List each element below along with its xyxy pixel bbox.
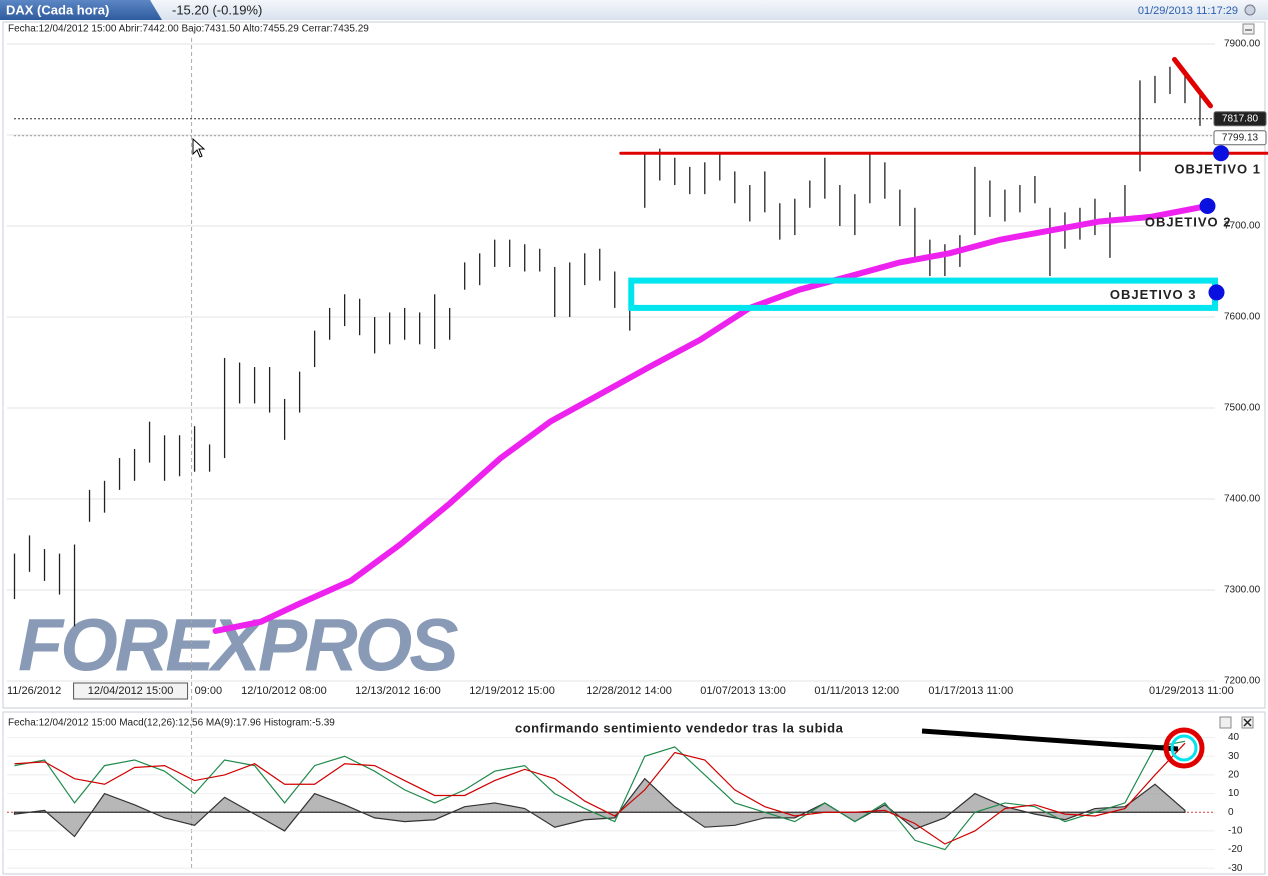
target-label: OBJETIVO 3 — [1110, 287, 1197, 302]
annotation-circle-inner — [1170, 734, 1198, 762]
settings-button[interactable] — [1244, 4, 1256, 16]
x-tick-label: 12/19/2012 15:00 — [469, 685, 555, 697]
x-tick-label: 12/28/2012 14:00 — [586, 685, 672, 697]
y-tick-label: 40 — [1228, 732, 1240, 743]
y-tick-label: -20 — [1228, 844, 1243, 855]
symbol-tab[interactable] — [0, 0, 162, 20]
price-line-label: 7799.13 — [1222, 132, 1259, 143]
macd-line — [14, 740, 1186, 851]
symbol: DAX (Cada hora) — [6, 2, 109, 17]
y-tick-label: 7300.00 — [1224, 585, 1261, 596]
x-tick-label: 01/07/2013 13:00 — [700, 685, 786, 697]
change: -15.20 (-0.19%) — [172, 2, 262, 17]
x-tick-label: 01/11/2013 12:00 — [814, 685, 899, 697]
annotation-text: confirmando sentimiento vendedor tras la… — [515, 720, 844, 735]
x-tick-label: 12/13/2012 16:00 — [355, 685, 441, 697]
annotation-circle — [1163, 727, 1205, 769]
y-tick-label: 7500.00 — [1224, 403, 1261, 414]
price-pane — [2, 21, 1266, 709]
target-dot — [1199, 197, 1216, 214]
crosshair-label-box — [73, 682, 189, 700]
x-tick-label: 01/17/2013 11:00 — [928, 685, 1013, 697]
mouse-cursor — [192, 137, 206, 158]
macd-info: Fecha:12/04/2012 15:00 Macd(12,26):12.56… — [8, 718, 335, 729]
watermark: FOREXPROS — [18, 604, 458, 687]
x-tick-label: 01/29/2013 11:00 — [1149, 685, 1234, 697]
target-dot — [1213, 145, 1230, 162]
x-tick-label: 12/10/2012 08:00 — [241, 685, 327, 697]
target-label: OBJETIVO 2 — [1145, 214, 1232, 229]
price-line-box — [1213, 130, 1267, 146]
x-tick-label: 09:00 — [195, 685, 223, 697]
macd-pane — [2, 711, 1266, 875]
price-line-label: 7817.80 — [1222, 113, 1259, 124]
y-tick-label: 7600.00 — [1224, 312, 1261, 323]
y-tick-label: 7900.00 — [1224, 39, 1261, 50]
signal-line — [14, 742, 1186, 845]
y-tick-label: 7200.00 — [1224, 676, 1261, 687]
price-info: Fecha:12/04/2012 15:00 Abrir:7442.00 Baj… — [8, 24, 369, 35]
moving-average — [212, 202, 1211, 634]
histogram — [13, 777, 1186, 838]
close-icon — [1243, 718, 1252, 727]
x-tick-label: 11/26/2012 — [7, 685, 61, 697]
y-tick-label: 7700.00 — [1224, 221, 1261, 232]
y-tick-label: 10 — [1228, 788, 1240, 799]
annotation-line — [1171, 56, 1213, 109]
top-bar — [0, 0, 1268, 20]
target-label: OBJETIVO 1 — [1174, 162, 1261, 177]
y-tick-label: 30 — [1228, 751, 1240, 762]
y-tick-label: 7400.00 — [1224, 494, 1261, 505]
y-tick-label: 20 — [1228, 770, 1240, 781]
target-dot — [1208, 284, 1225, 301]
price-line-box — [1213, 111, 1267, 127]
crosshair-label: 12/04/2012 15:00 — [88, 685, 174, 697]
annotation-arrow — [921, 728, 1179, 752]
minimize-button[interactable] — [1242, 23, 1255, 35]
minimize-button[interactable] — [1219, 716, 1232, 729]
timestamp: 01/29/2013 11:17:29 — [1138, 5, 1238, 17]
y-tick-label: 0 — [1228, 807, 1234, 818]
y-tick-label: -30 — [1228, 863, 1243, 874]
y-tick-label: -10 — [1228, 826, 1243, 837]
